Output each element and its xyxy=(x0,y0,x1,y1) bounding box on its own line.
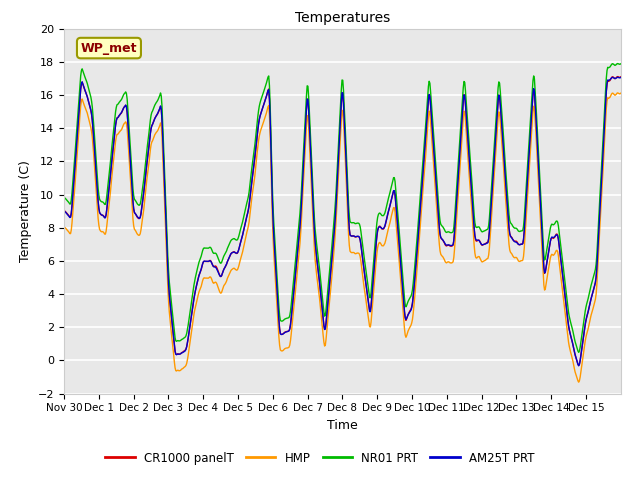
HMP xyxy=(228,267,236,273)
CR1000 panelT xyxy=(617,74,625,80)
Line: AM25T PRT: AM25T PRT xyxy=(64,77,621,366)
X-axis label: Time: Time xyxy=(327,419,358,432)
HMP xyxy=(255,133,263,139)
Y-axis label: Temperature (C): Temperature (C) xyxy=(19,160,32,262)
AM25T PRT xyxy=(575,363,582,369)
HMP xyxy=(60,225,68,230)
NR01 PRT xyxy=(255,103,263,109)
NR01 PRT xyxy=(400,286,408,292)
NR01 PRT xyxy=(125,129,133,134)
Title: Temperatures: Temperatures xyxy=(295,11,390,25)
CR1000 panelT xyxy=(575,363,582,369)
CR1000 panelT xyxy=(60,208,68,214)
HMP xyxy=(400,316,408,322)
NR01 PRT xyxy=(431,151,439,156)
AM25T PRT xyxy=(228,250,236,256)
NR01 PRT xyxy=(617,61,625,67)
CR1000 panelT xyxy=(255,117,263,122)
CR1000 panelT xyxy=(400,300,408,305)
HMP xyxy=(575,379,582,385)
Text: WP_met: WP_met xyxy=(81,42,137,55)
NR01 PRT xyxy=(276,317,284,323)
Legend: CR1000 panelT, HMP, NR01 PRT, AM25T PRT: CR1000 panelT, HMP, NR01 PRT, AM25T PRT xyxy=(100,447,540,469)
NR01 PRT xyxy=(60,195,68,201)
CR1000 panelT xyxy=(431,164,439,170)
HMP xyxy=(431,180,439,186)
AM25T PRT xyxy=(60,208,68,214)
HMP xyxy=(125,158,133,164)
HMP xyxy=(276,347,284,353)
CR1000 panelT xyxy=(614,74,621,80)
Line: NR01 PRT: NR01 PRT xyxy=(64,64,621,352)
AM25T PRT xyxy=(431,164,439,169)
AM25T PRT xyxy=(400,300,408,305)
CR1000 panelT xyxy=(276,330,284,336)
Line: CR1000 panelT: CR1000 panelT xyxy=(64,77,621,366)
AM25T PRT xyxy=(617,74,625,80)
AM25T PRT xyxy=(255,117,263,122)
HMP xyxy=(614,90,621,96)
NR01 PRT xyxy=(575,349,582,355)
CR1000 panelT xyxy=(125,142,133,147)
AM25T PRT xyxy=(125,142,133,148)
HMP xyxy=(617,90,625,96)
AM25T PRT xyxy=(276,331,284,336)
NR01 PRT xyxy=(614,61,621,67)
AM25T PRT xyxy=(614,74,621,80)
NR01 PRT xyxy=(228,237,236,242)
CR1000 panelT xyxy=(228,250,236,256)
Line: HMP: HMP xyxy=(64,93,621,382)
